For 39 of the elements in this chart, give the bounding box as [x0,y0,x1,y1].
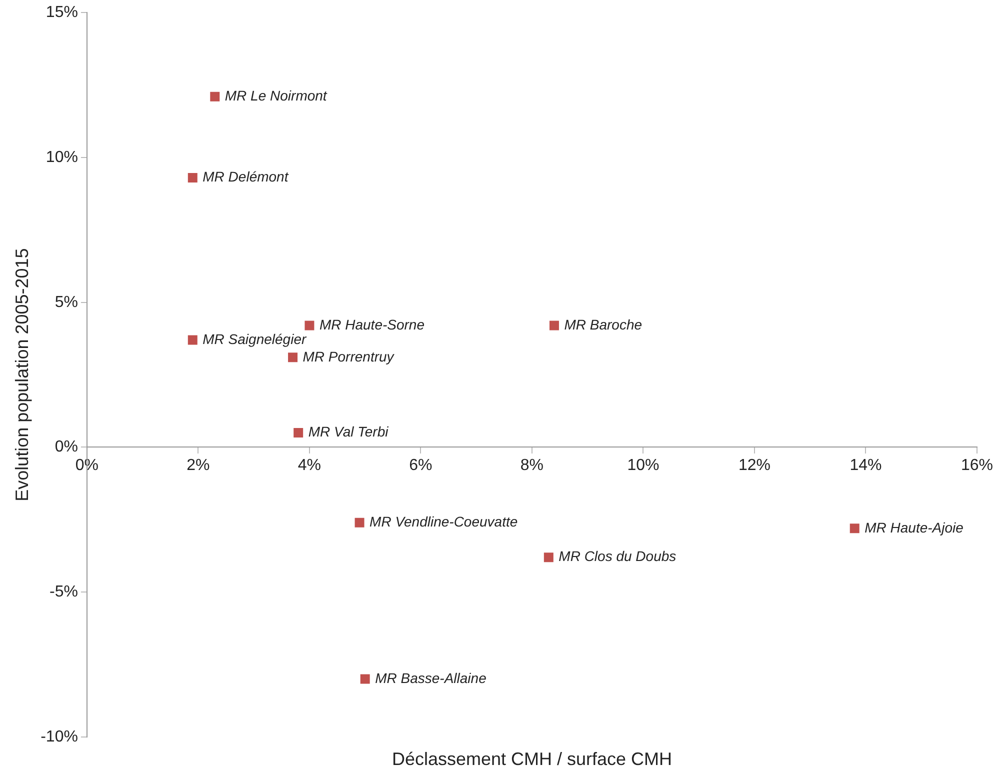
series-label: MR Clos du Doubs [558,548,676,564]
series-label: MR Haute-Sorne [319,316,425,332]
point [188,173,198,183]
x-tick-label: 4% [298,457,322,474]
series-label: MR Val Terbi [308,424,390,440]
point [360,674,370,684]
point [210,92,220,102]
point [544,552,554,562]
y-axis-title: Evolution population 2005-2015 [12,248,32,502]
point [850,524,860,534]
point [304,320,314,330]
x-tick-label: 12% [738,457,771,474]
x-tick-label: 8% [520,457,544,474]
point [288,352,298,362]
y-tick-label: 5% [54,294,78,311]
x-tick-label: 2% [186,457,210,474]
series-label: MR Haute-Ajoie [864,519,964,536]
x-tick-label: 10% [627,457,660,474]
series-label: MR Porrentruy [302,348,395,364]
y-tick-label: 10% [46,148,78,166]
x-tick-label: 16% [960,457,994,474]
point [188,335,198,345]
point [294,428,304,438]
series-label: MR Le Noirmont [224,88,328,104]
y-tick-label: -5% [50,584,78,601]
y-tick-label: 0% [54,438,78,456]
series-label: MR Vendline-Coeuvatte [370,513,518,530]
series-label: MR Baroche [564,316,642,332]
series-label: MR Saignelégier [202,330,308,347]
x-tick-label: 14% [850,457,882,474]
x-axis-title: Déclassement CMH / surface CMH [392,748,672,769]
y-tick-label: 15% [46,4,78,22]
series-label: MR Delémont [202,168,290,185]
x-tick-label: 6% [409,457,432,474]
y-tick-label: -10% [40,728,78,746]
point [354,518,364,528]
point [549,320,559,330]
series-label: MR Basse-Allaine [375,670,487,686]
x-tick-label: 0% [75,457,99,474]
